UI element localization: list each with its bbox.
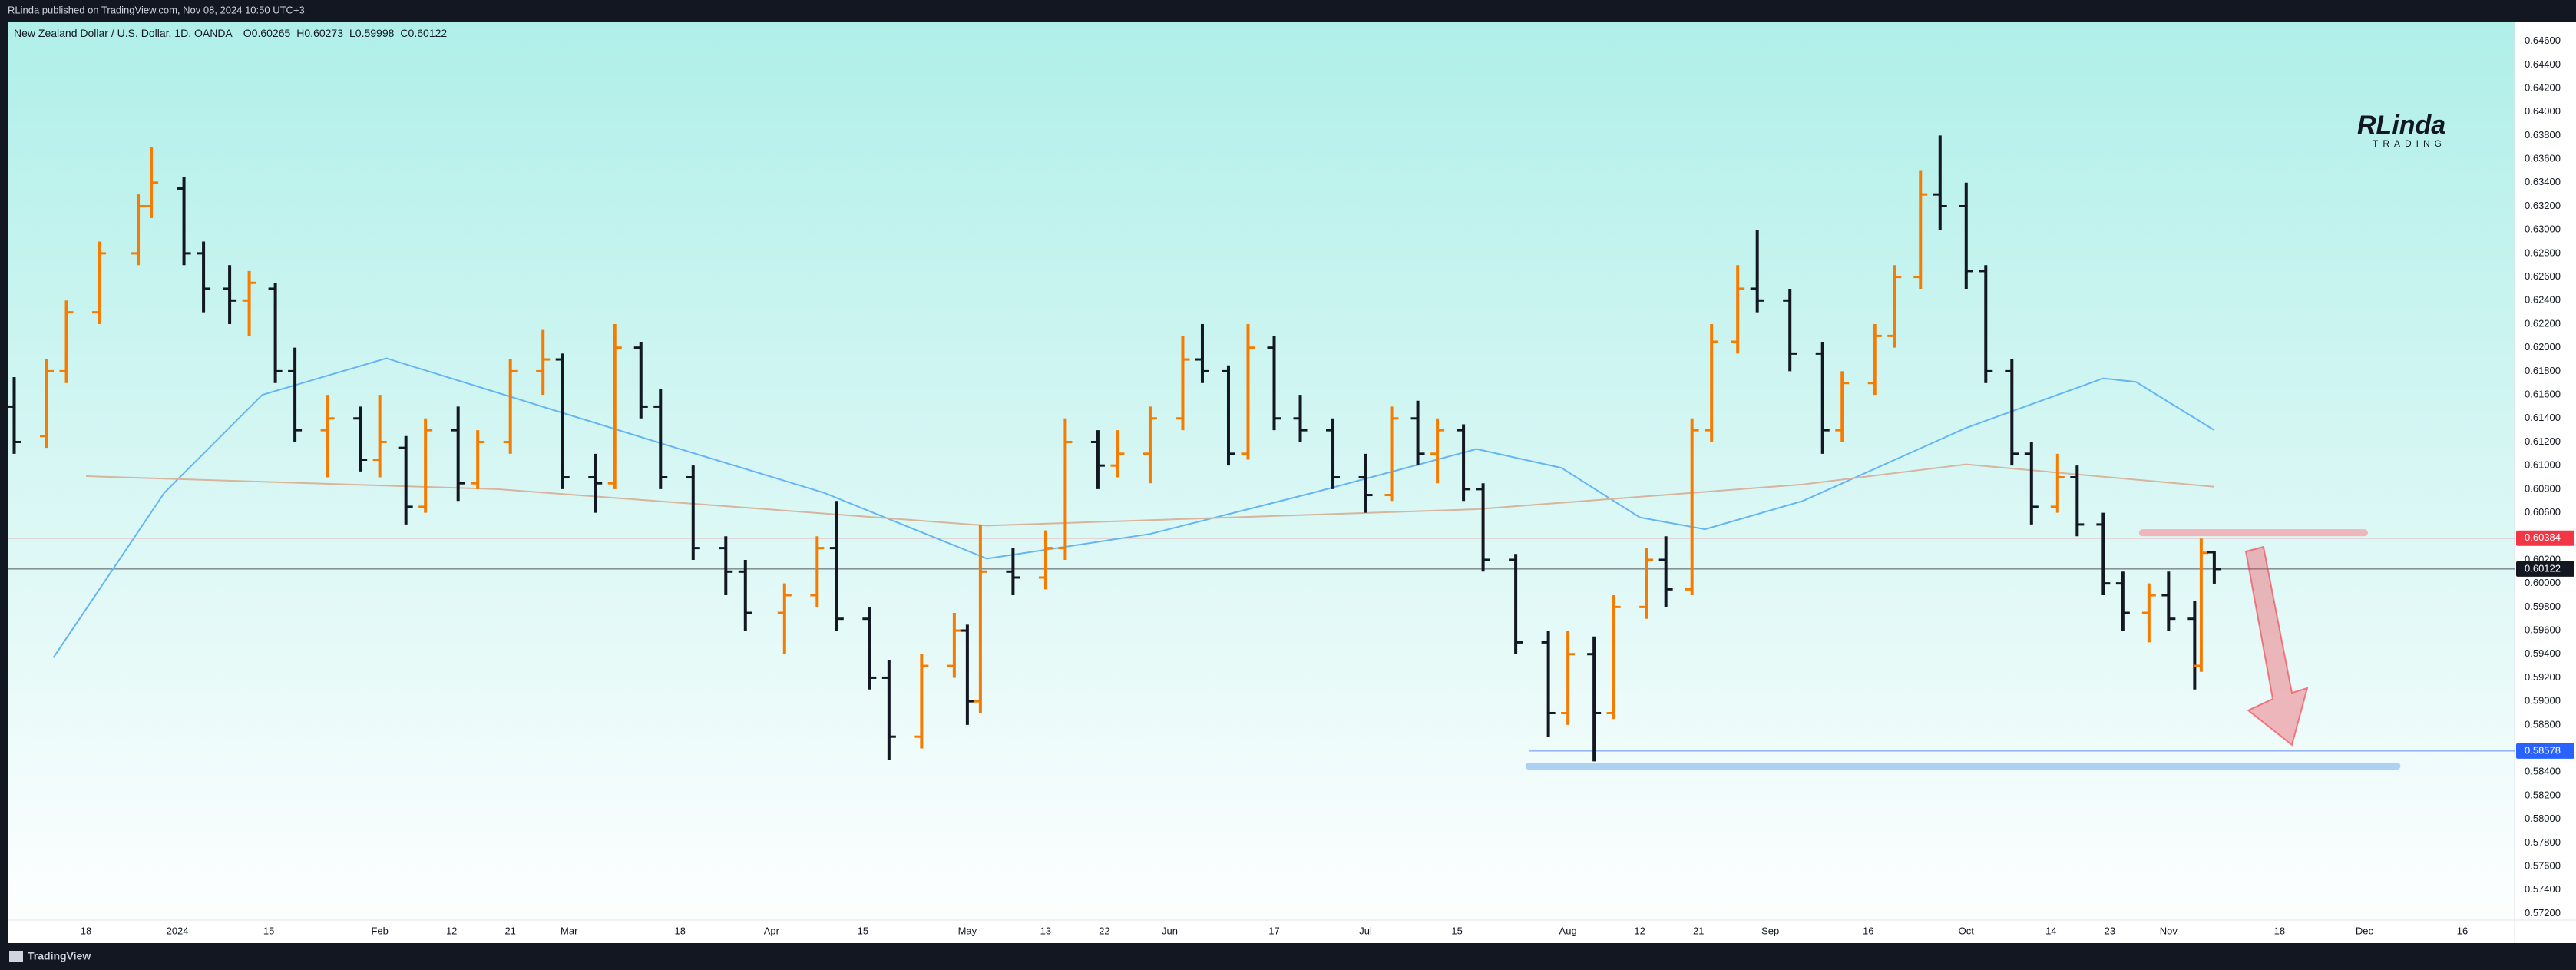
price-tag-label: 0.60122 bbox=[2525, 562, 2561, 574]
x-tick-label: 14 bbox=[2045, 925, 2056, 936]
x-tick-label: Jun bbox=[1162, 925, 1178, 936]
y-tick-label: 0.64600 bbox=[2525, 35, 2561, 46]
x-tick-label: 16 bbox=[2457, 925, 2468, 936]
x-tick-label: 12 bbox=[1634, 925, 1645, 936]
y-tick-label: 0.57800 bbox=[2525, 836, 2561, 848]
ohlc-prefix: C bbox=[400, 27, 408, 39]
footer-brand: TradingView bbox=[28, 950, 91, 962]
published-note: RLinda published on TradingView.com, Nov… bbox=[8, 4, 305, 15]
x-tick-label: Mar bbox=[561, 925, 578, 936]
logo: RLinda bbox=[2357, 111, 2445, 140]
y-tick-label: 0.63000 bbox=[2525, 223, 2561, 235]
y-tick-label: 0.58000 bbox=[2525, 813, 2561, 824]
logo-sub: TRADING bbox=[2373, 138, 2446, 149]
x-tick-label: Oct bbox=[1959, 925, 1975, 936]
moving-average bbox=[52, 357, 2215, 658]
x-tick-label: Jul bbox=[1359, 925, 1372, 936]
x-tick-label: Dec bbox=[2356, 925, 2374, 936]
y-tick-label: 0.62400 bbox=[2525, 294, 2561, 306]
y-tick-label: 0.61800 bbox=[2525, 365, 2561, 376]
price-tag bbox=[2516, 743, 2574, 759]
x-tick-label: 15 bbox=[858, 925, 868, 936]
price-tag-label: 0.60384 bbox=[2525, 531, 2561, 543]
price-axis bbox=[2515, 22, 2576, 943]
y-tick-label: 0.58800 bbox=[2525, 718, 2561, 730]
x-tick-label: Aug bbox=[1559, 925, 1577, 936]
y-tick-label: 0.64000 bbox=[2525, 105, 2561, 117]
y-tick-label: 0.60000 bbox=[2525, 577, 2561, 588]
x-tick-label: 16 bbox=[1863, 925, 1873, 936]
x-tick-label: 13 bbox=[1040, 925, 1051, 936]
y-tick-label: 0.62200 bbox=[2525, 317, 2561, 329]
y-tick-label: 0.62600 bbox=[2525, 270, 2561, 282]
moving-average bbox=[85, 463, 2214, 527]
ohlc-prefix: H bbox=[296, 27, 304, 39]
x-tick-label: 18 bbox=[81, 925, 91, 936]
y-tick-label: 0.57200 bbox=[2525, 907, 2561, 919]
y-tick-label: 0.63200 bbox=[2525, 200, 2561, 211]
y-tick-label: 0.58400 bbox=[2525, 766, 2561, 777]
x-tick-label: 17 bbox=[1268, 925, 1279, 936]
y-tick-label: 0.61400 bbox=[2525, 412, 2561, 423]
y-tick-label: 0.62800 bbox=[2525, 247, 2561, 258]
ohlc-prefix: O bbox=[243, 27, 252, 39]
x-tick-label: 21 bbox=[1693, 925, 1704, 936]
y-tick-label: 0.64400 bbox=[2525, 58, 2561, 70]
x-tick-label: 15 bbox=[1451, 925, 1462, 936]
x-tick-label: 2024 bbox=[167, 925, 189, 936]
y-tick-label: 0.57600 bbox=[2525, 859, 2561, 871]
y-tick-label: 0.59000 bbox=[2525, 695, 2561, 707]
ohlc-value: 0.59998 bbox=[355, 27, 395, 39]
x-tick-label: Nov bbox=[2160, 925, 2178, 936]
x-tick-label: 21 bbox=[504, 925, 515, 936]
ohlc-value: 0.60122 bbox=[408, 27, 448, 39]
y-tick-label: 0.60600 bbox=[2525, 506, 2561, 518]
price-tag bbox=[2516, 561, 2574, 577]
symbol-legend: New Zealand Dollar / U.S. Dollar, 1D, OA… bbox=[14, 27, 447, 39]
y-tick-label: 0.63400 bbox=[2525, 176, 2561, 187]
y-tick-label: 0.63800 bbox=[2525, 129, 2561, 141]
plot-background bbox=[8, 22, 2576, 943]
ohlc-value: 0.60265 bbox=[252, 27, 291, 39]
x-tick-label: 18 bbox=[675, 925, 686, 936]
y-tick-label: 0.61000 bbox=[2525, 459, 2561, 471]
y-tick-label: 0.59200 bbox=[2525, 671, 2561, 683]
y-tick-label: 0.60800 bbox=[2525, 482, 2561, 494]
symbol: New Zealand Dollar / U.S. Dollar, 1D, OA… bbox=[14, 27, 233, 39]
x-tick-label: 22 bbox=[1099, 925, 1109, 936]
x-tick-label: Sep bbox=[1761, 925, 1779, 936]
x-tick-label: 18 bbox=[2274, 925, 2285, 936]
ohlc-prefix: L bbox=[349, 27, 355, 39]
y-tick-label: 0.63600 bbox=[2525, 153, 2561, 164]
y-tick-label: 0.62000 bbox=[2525, 341, 2561, 353]
y-tick-label: 0.59800 bbox=[2525, 601, 2561, 612]
ohlc-value: 0.60273 bbox=[304, 27, 343, 39]
y-tick-label: 0.59600 bbox=[2525, 624, 2561, 635]
y-tick-label: 0.58200 bbox=[2525, 789, 2561, 800]
y-tick-label: 0.61200 bbox=[2525, 435, 2561, 447]
x-tick-label: 23 bbox=[2105, 925, 2115, 936]
y-tick-label: 0.57400 bbox=[2525, 883, 2561, 895]
price-tag bbox=[2516, 530, 2574, 546]
price-tag-label: 0.58578 bbox=[2525, 744, 2561, 756]
y-tick-label: 0.64200 bbox=[2525, 81, 2561, 93]
y-tick-label: 0.61600 bbox=[2525, 389, 2561, 400]
x-tick-label: Feb bbox=[371, 925, 388, 936]
footer-logo bbox=[9, 951, 23, 962]
x-tick-label: 12 bbox=[446, 925, 457, 936]
x-tick-label: 15 bbox=[263, 925, 274, 936]
arrow-drawing bbox=[2244, 545, 2309, 747]
y-tick-label: 0.59400 bbox=[2525, 647, 2561, 659]
x-tick-label: Apr bbox=[764, 925, 780, 936]
x-tick-label: May bbox=[958, 925, 977, 936]
time-axis bbox=[8, 920, 2515, 943]
